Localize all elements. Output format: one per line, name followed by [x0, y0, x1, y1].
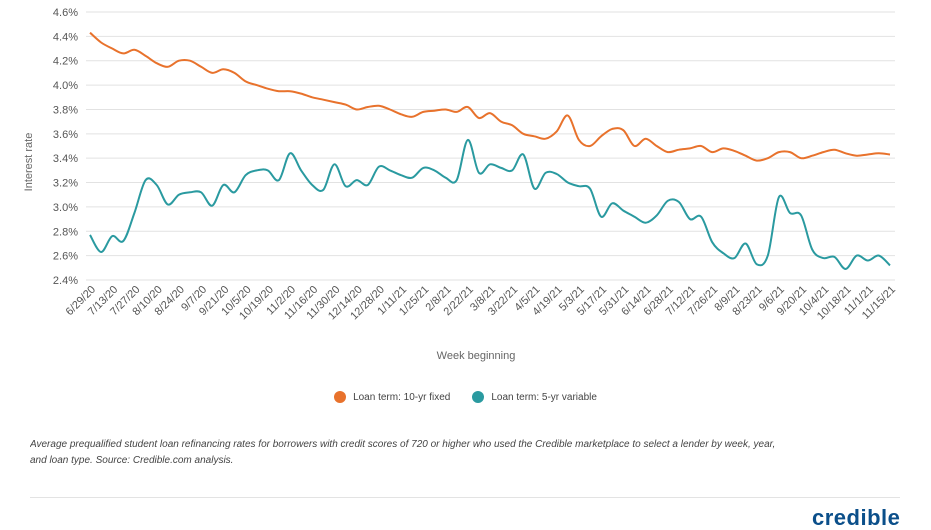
divider [30, 497, 900, 498]
legend-item-10yr-fixed: Loan term: 10-yr fixed [334, 391, 450, 403]
y-tick-label: 3.4% [53, 153, 78, 165]
y-tick-label: 2.4% [53, 275, 78, 287]
y-axis-label: Interest rate [23, 133, 35, 192]
y-tick-label: 2.6% [53, 251, 78, 263]
gridlines [86, 11, 895, 281]
y-tick-label: 4.4% [53, 31, 78, 43]
legend-label-5yr-variable: Loan term: 5-yr variable [491, 391, 597, 403]
chart-caption: Average prequalified student loan refina… [30, 437, 895, 469]
legend-swatch-10yr-fixed [334, 391, 347, 403]
y-tick-label: 4.0% [53, 80, 78, 92]
credible-logo: credible [812, 505, 901, 530]
x-axis-label: Week beginning [437, 350, 516, 362]
y-tick-label: 4.6% [53, 7, 78, 19]
y-tick-label: 4.2% [53, 56, 78, 68]
caption-line-2: and loan type. Source: Credible.com anal… [30, 455, 234, 466]
y-tick-label: 3.2% [53, 178, 78, 190]
legend-item-5yr-variable: Loan term: 5-yr variable [472, 391, 597, 403]
legend-label-10yr-fixed: Loan term: 10-yr fixed [353, 391, 451, 403]
series-line-10yr-fixed [89, 31, 891, 162]
x-axis-ticks: 6/29/207/13/207/27/208/10/208/24/209/7/2… [64, 284, 898, 323]
series-lines [89, 31, 891, 270]
y-tick-label: 3.6% [53, 129, 78, 141]
y-tick-label: 2.8% [53, 226, 78, 238]
y-axis-ticks: 4.6% 4.4% 4.2% 4.0% 3.8% 3.6% 3.4% 3.2% 3.0% 2.8%… [53, 7, 78, 287]
line-chart: 4.6% 4.4% 4.2% 4.0% 3.8% 3.6% 3.4% 3.2% 3.0% 2.8%… [23, 7, 898, 362]
series-line-5yr-variable [89, 138, 891, 270]
chart-legend: Loan term: 10-yr fixed Loan term: 5-yr v… [0, 386, 931, 408]
y-tick-label: 3.8% [53, 104, 78, 116]
y-tick-label: 3.0% [53, 202, 78, 214]
legend-swatch-5yr-variable [472, 391, 485, 403]
caption-line-1: Average prequalified student loan refina… [30, 439, 776, 450]
